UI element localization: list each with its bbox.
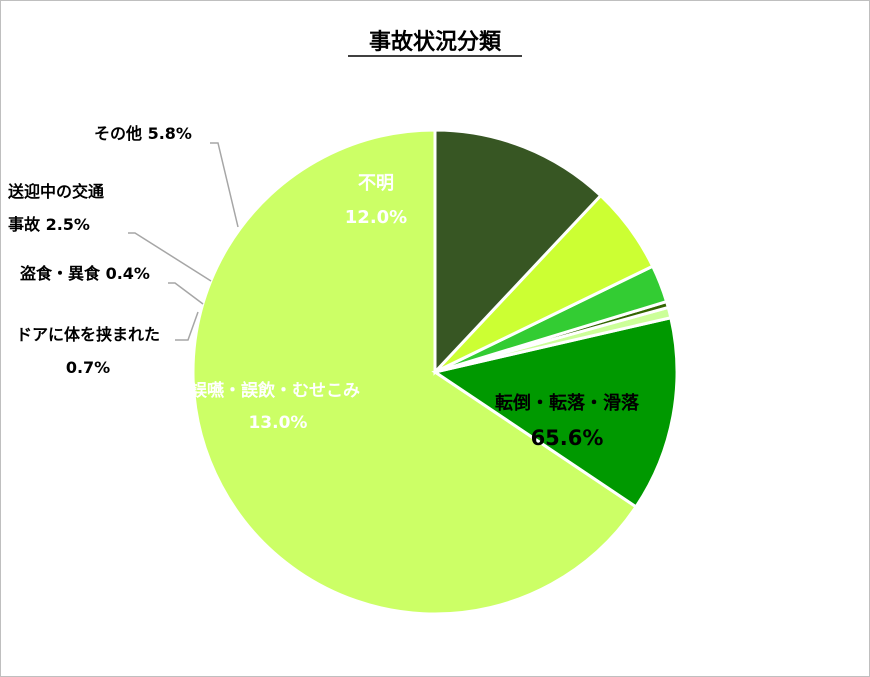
leader-line <box>210 142 239 228</box>
data-label: 盗食・異食 0.4% <box>20 264 150 283</box>
data-label: 送迎中の交通事故 2.5% <box>7 182 104 234</box>
data-label: ドアに体を挟まれた 0.7% <box>16 325 160 377</box>
data-label: 不明 12.0% <box>345 173 407 228</box>
data-label: 転倒・転落・滑落 65.6% <box>495 392 640 450</box>
leader-line <box>128 232 212 282</box>
leader-line <box>175 311 199 341</box>
pie-slice <box>433 128 603 376</box>
chart-title: 事故状況分類 <box>369 29 502 55</box>
data-label: その他 5.8% <box>94 124 192 143</box>
data-label: 誤嚥・誤飲・むせこみ 13.0% <box>190 380 360 433</box>
pie-slice <box>431 315 679 509</box>
pie-slice <box>191 128 639 616</box>
leader-line <box>168 282 204 305</box>
